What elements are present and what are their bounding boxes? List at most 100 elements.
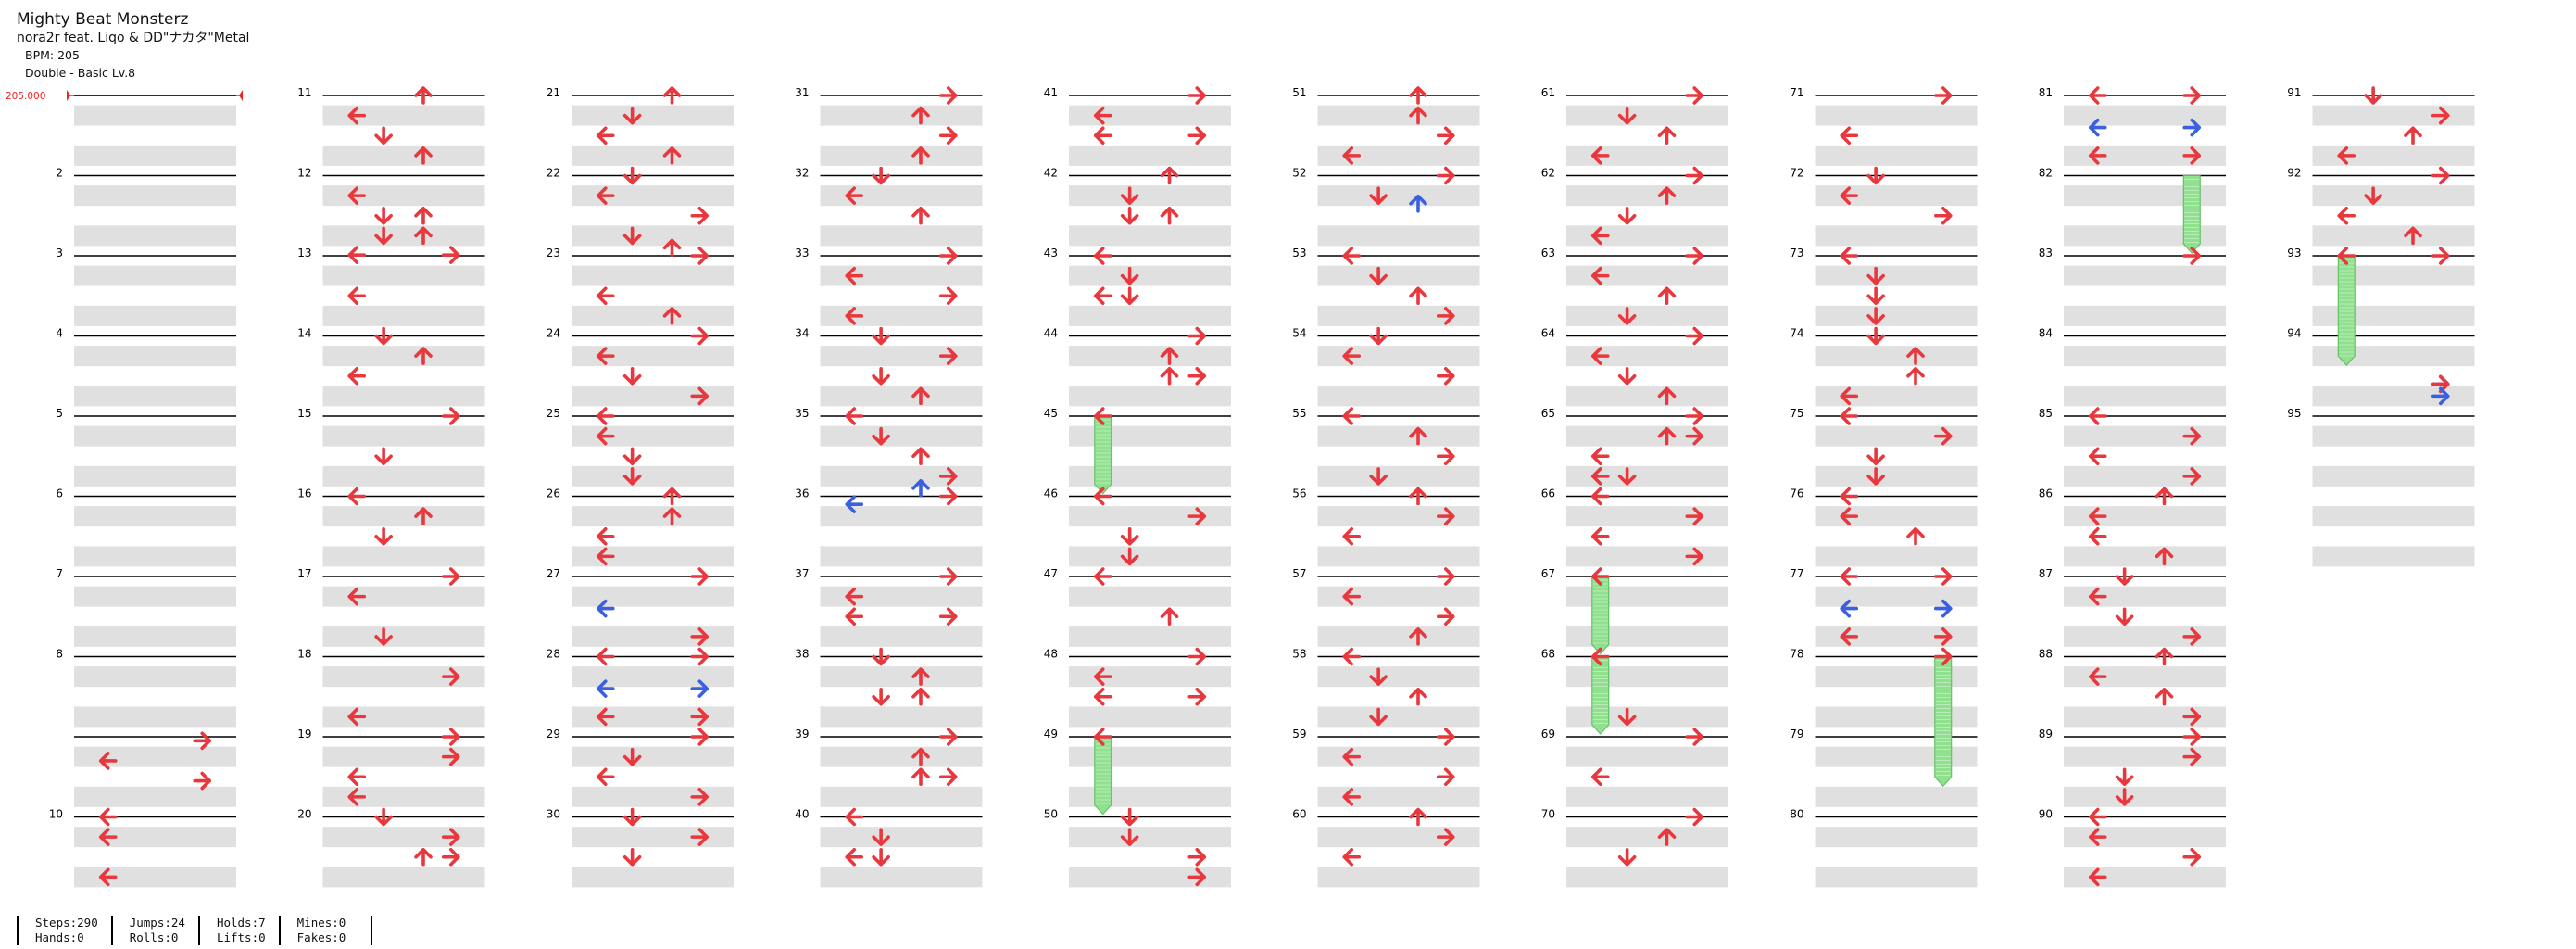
beat-row-shade [1069,185,1231,207]
right-arrow-icon [938,607,958,626]
left-arrow-icon [596,647,615,666]
right-arrow-icon [1685,407,1704,425]
measure-number: 59 [1292,728,1306,740]
beat-row-shade [2064,706,2226,728]
left-arrow-icon [1342,647,1362,666]
beat-row-shade [820,786,983,807]
up-arrow-icon [414,226,433,246]
down-arrow-icon [2115,567,2134,586]
beat-row-shade [1815,465,1978,487]
left-arrow-icon [596,599,615,618]
measure-number: 26 [547,487,560,500]
right-arrow-icon [1436,126,1455,146]
measure-number: 70 [1541,808,1555,821]
left-arrow-icon [1342,587,1362,606]
left-arrow-icon [1342,747,1362,766]
right-arrow-icon [938,567,958,586]
hold-note [1094,736,1112,816]
measure-number: 13 [297,247,311,259]
left-arrow-icon [1093,667,1112,686]
up-arrow-icon [1906,366,1925,386]
beat-row-shade [1815,105,1978,126]
beat-row-shade [2312,265,2475,286]
down-arrow-icon [2364,86,2382,105]
measure-number: 17 [297,567,311,580]
beat-row-shade [74,506,236,527]
left-arrow-icon [1590,447,1610,466]
beat-row-shade [1815,425,1978,447]
beat-row-shade [572,265,734,286]
up-arrow-icon [414,206,433,225]
down-arrow-icon [1617,106,1637,125]
beat-row-shade [1815,305,1978,326]
down-arrow-icon [1120,828,1139,846]
left-arrow-icon [1093,687,1112,706]
measure-number: 85 [2039,407,2053,420]
up-arrow-icon [1657,186,1677,205]
measure-number: 27 [547,567,560,580]
measure-number: 33 [795,247,809,259]
beat-row-shade [820,706,983,728]
right-arrow-icon [1933,647,1953,666]
right-arrow-icon [1436,447,1455,466]
left-arrow-icon [845,587,864,606]
measure-number: 43 [1044,247,1058,259]
beat-row-shade [2064,145,2226,166]
left-arrow-icon [98,828,118,846]
up-arrow-icon [662,146,682,165]
beat-row-shade [2064,867,2226,888]
beat-row-shade [2312,145,2475,166]
measure-number: 68 [1541,648,1555,661]
left-arrow-icon [347,487,367,506]
left-arrow-icon [2088,526,2107,546]
beat-row-shade [1317,506,1480,527]
beat-row-shade [572,746,734,767]
measure-number: 50 [1044,808,1058,821]
up-arrow-icon [1160,347,1179,365]
beat-row-shade [1317,706,1480,728]
beat-row-shade [2064,626,2226,647]
beat-row-shade [572,305,734,326]
beat-row-shade [1815,586,1978,607]
beat-row-shade [2064,506,2226,527]
left-arrow-icon [347,767,367,787]
beat-row-shade [1317,265,1480,286]
up-arrow-icon [911,106,930,125]
beat-row-shade [2064,346,2226,367]
beat-row-shade [1317,586,1480,607]
stats-bar: Steps:290 Hands:0 Jumps:24 Rolls:0 Holds:7… [17,916,372,945]
measure-number: 40 [795,808,809,821]
up-arrow-icon [1409,106,1427,125]
right-arrow-icon [1436,507,1455,525]
beat-row-shade [572,465,734,487]
right-arrow-icon [1187,366,1207,386]
measure-number: 29 [547,728,560,740]
right-arrow-icon [193,771,212,791]
measure-number: 88 [2039,648,2053,661]
right-arrow-icon [2182,747,2202,766]
measure-number: 49 [1044,728,1058,740]
beat-row-shade [1317,867,1480,888]
beat-row-shade [1815,386,1978,407]
down-arrow-icon [622,226,642,246]
up-arrow-icon [1409,286,1427,306]
beat-row-shade [572,666,734,688]
measure-number: 30 [547,808,560,821]
left-arrow-icon [596,426,615,446]
down-arrow-icon [1617,467,1637,486]
left-arrow-icon [596,407,615,425]
measure-number: 58 [1292,648,1306,661]
left-arrow-icon [2088,507,2107,525]
right-arrow-icon [2182,118,2202,137]
beat-row-shade [322,827,485,848]
beat-row-shade [1069,305,1231,326]
measure-number: 19 [297,728,311,740]
up-arrow-icon [911,767,930,787]
left-arrow-icon [596,347,615,365]
right-arrow-icon [193,731,212,751]
left-arrow-icon [596,767,615,787]
measure-number: 34 [795,327,809,340]
up-arrow-icon [911,687,930,706]
up-arrow-icon [1657,126,1677,146]
beat-row-shade [1566,386,1728,407]
